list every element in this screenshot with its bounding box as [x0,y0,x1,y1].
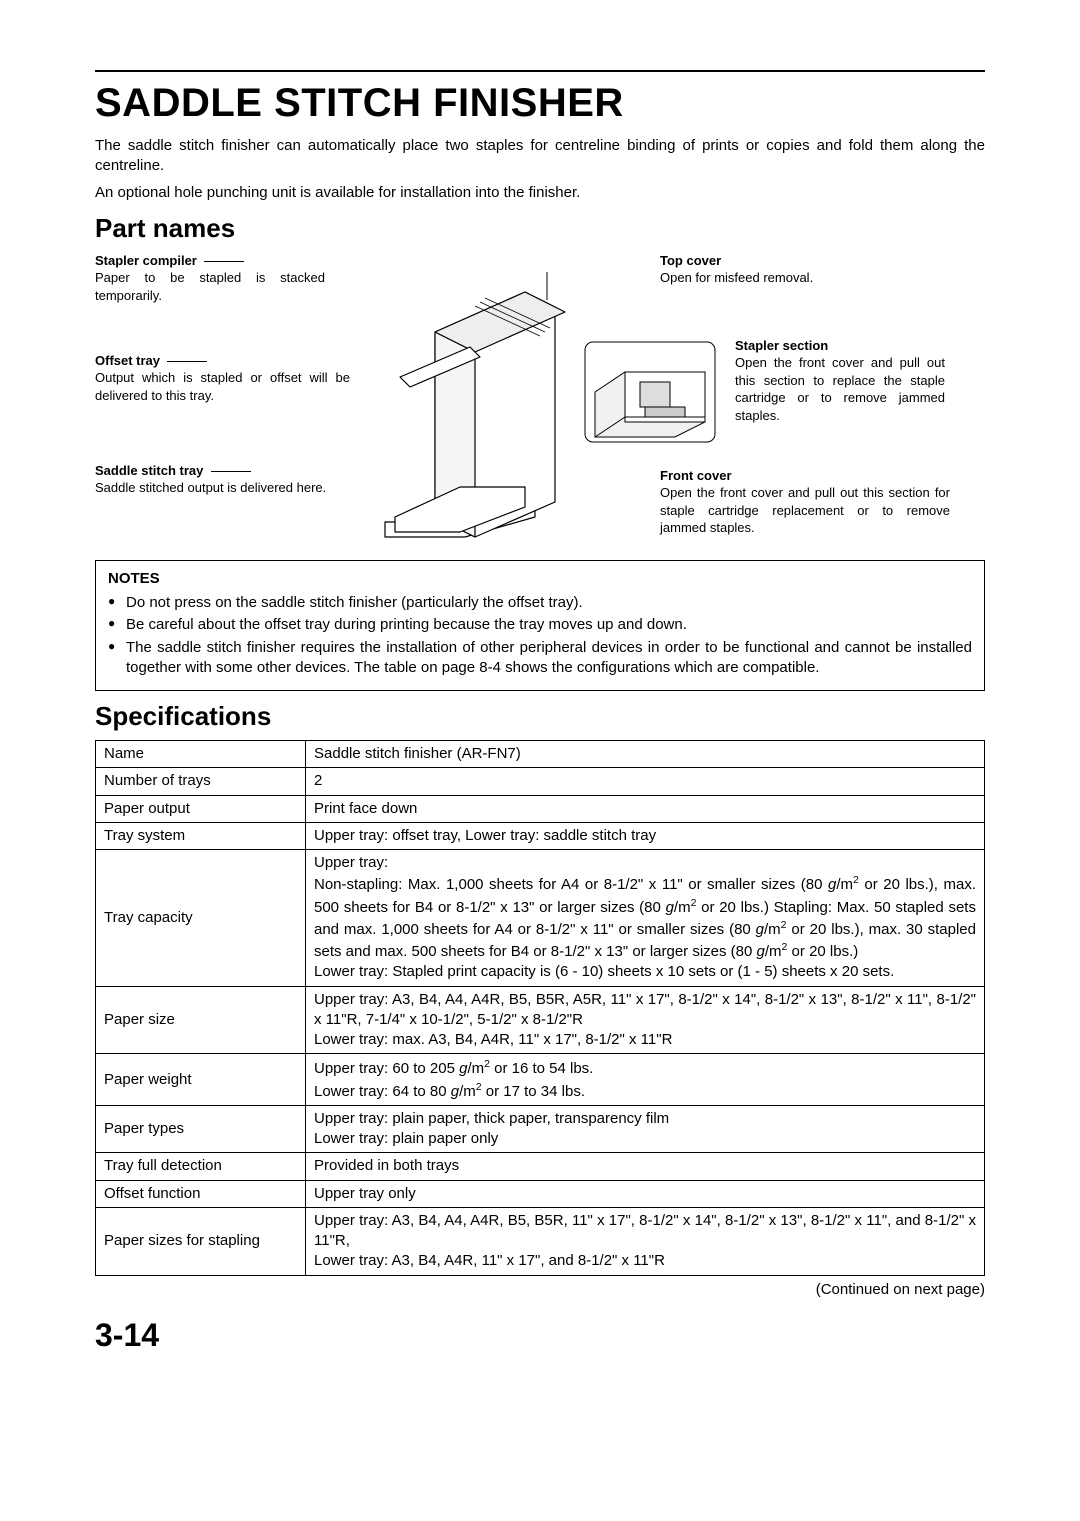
spec-key: Tray system [96,822,306,849]
notes-title: NOTES [108,569,972,589]
device-illustration [375,272,725,542]
spec-key: Offset function [96,1180,306,1207]
callout-desc: Open the front cover and pull out this s… [735,354,945,424]
callout-desc: Paper to be stapled is stacked temporari… [95,269,325,304]
table-row: Paper sizes for staplingUpper tray: A3, … [96,1207,985,1275]
callout-title: Saddle stitch tray [95,463,203,478]
specifications-table: NameSaddle stitch finisher (AR-FN7)Numbe… [95,740,985,1276]
table-row: Number of trays2 [96,768,985,795]
spec-key: Paper output [96,795,306,822]
spec-value: Upper tray: A3, B4, A4, A4R, B5, B5R, A5… [306,986,985,1054]
intro-paragraph-1: The saddle stitch finisher can automatic… [95,136,985,177]
callout-title: Stapler section [735,338,828,353]
spec-value: 2 [306,768,985,795]
spec-key: Paper sizes for stapling [96,1207,306,1275]
callout-title: Offset tray [95,353,160,368]
callout-offset-tray: Offset tray Output which is stapled or o… [95,352,350,405]
top-rule [95,70,985,72]
callout-stapler-section: Stapler section Open the front cover and… [735,337,945,425]
spec-key: Paper weight [96,1054,306,1106]
spec-value: Upper tray only [306,1180,985,1207]
callout-desc: Saddle stitched output is delivered here… [95,479,360,497]
table-row: Tray systemUpper tray: offset tray, Lowe… [96,822,985,849]
spec-key: Number of trays [96,768,306,795]
intro-paragraph-2: An optional hole punching unit is availa… [95,183,985,203]
spec-key: Paper size [96,986,306,1054]
table-row: Tray capacityUpper tray:Non-stapling: Ma… [96,850,985,987]
page-number: 3-14 [95,1314,985,1357]
table-row: Tray full detectionProvided in both tray… [96,1153,985,1180]
callout-desc: Output which is stapled or offset will b… [95,369,350,404]
table-row: Offset functionUpper tray only [96,1180,985,1207]
spec-value: Print face down [306,795,985,822]
spec-value: Upper tray: plain paper, thick paper, tr… [306,1105,985,1153]
part-names-diagram: Stapler compiler Paper to be stapled is … [95,252,985,552]
spec-value: Provided in both trays [306,1153,985,1180]
notes-item: Do not press on the saddle stitch finish… [108,593,972,613]
part-names-heading: Part names [95,211,985,246]
notes-box: NOTES Do not press on the saddle stitch … [95,560,985,691]
specifications-heading: Specifications [95,699,985,734]
notes-item: Be careful about the offset tray during … [108,615,972,635]
notes-item: The saddle stitch finisher requires the … [108,638,972,679]
spec-key: Tray full detection [96,1153,306,1180]
notes-list: Do not press on the saddle stitch finish… [108,593,972,678]
spec-value: Upper tray:Non-stapling: Max. 1,000 shee… [306,850,985,987]
spec-value: Upper tray: 60 to 205 g/m2 or 16 to 54 l… [306,1054,985,1106]
spec-value: Saddle stitch finisher (AR-FN7) [306,741,985,768]
page-title: SADDLE STITCH FINISHER [95,76,985,130]
spec-key: Paper types [96,1105,306,1153]
callout-stapler-compiler: Stapler compiler Paper to be stapled is … [95,252,325,305]
spec-key: Name [96,741,306,768]
callout-saddle-tray: Saddle stitch tray Saddle stitched outpu… [95,462,360,497]
table-row: Paper outputPrint face down [96,795,985,822]
continued-label: (Continued on next page) [95,1280,985,1300]
spec-value: Upper tray: A3, B4, A4, A4R, B5, B5R, 11… [306,1207,985,1275]
spec-value: Upper tray: offset tray, Lower tray: sad… [306,822,985,849]
callout-title: Stapler compiler [95,253,197,268]
table-row: Paper typesUpper tray: plain paper, thic… [96,1105,985,1153]
table-row: NameSaddle stitch finisher (AR-FN7) [96,741,985,768]
table-row: Paper weightUpper tray: 60 to 205 g/m2 o… [96,1054,985,1106]
callout-title: Top cover [660,253,721,268]
table-row: Paper sizeUpper tray: A3, B4, A4, A4R, B… [96,986,985,1054]
spec-key: Tray capacity [96,850,306,987]
